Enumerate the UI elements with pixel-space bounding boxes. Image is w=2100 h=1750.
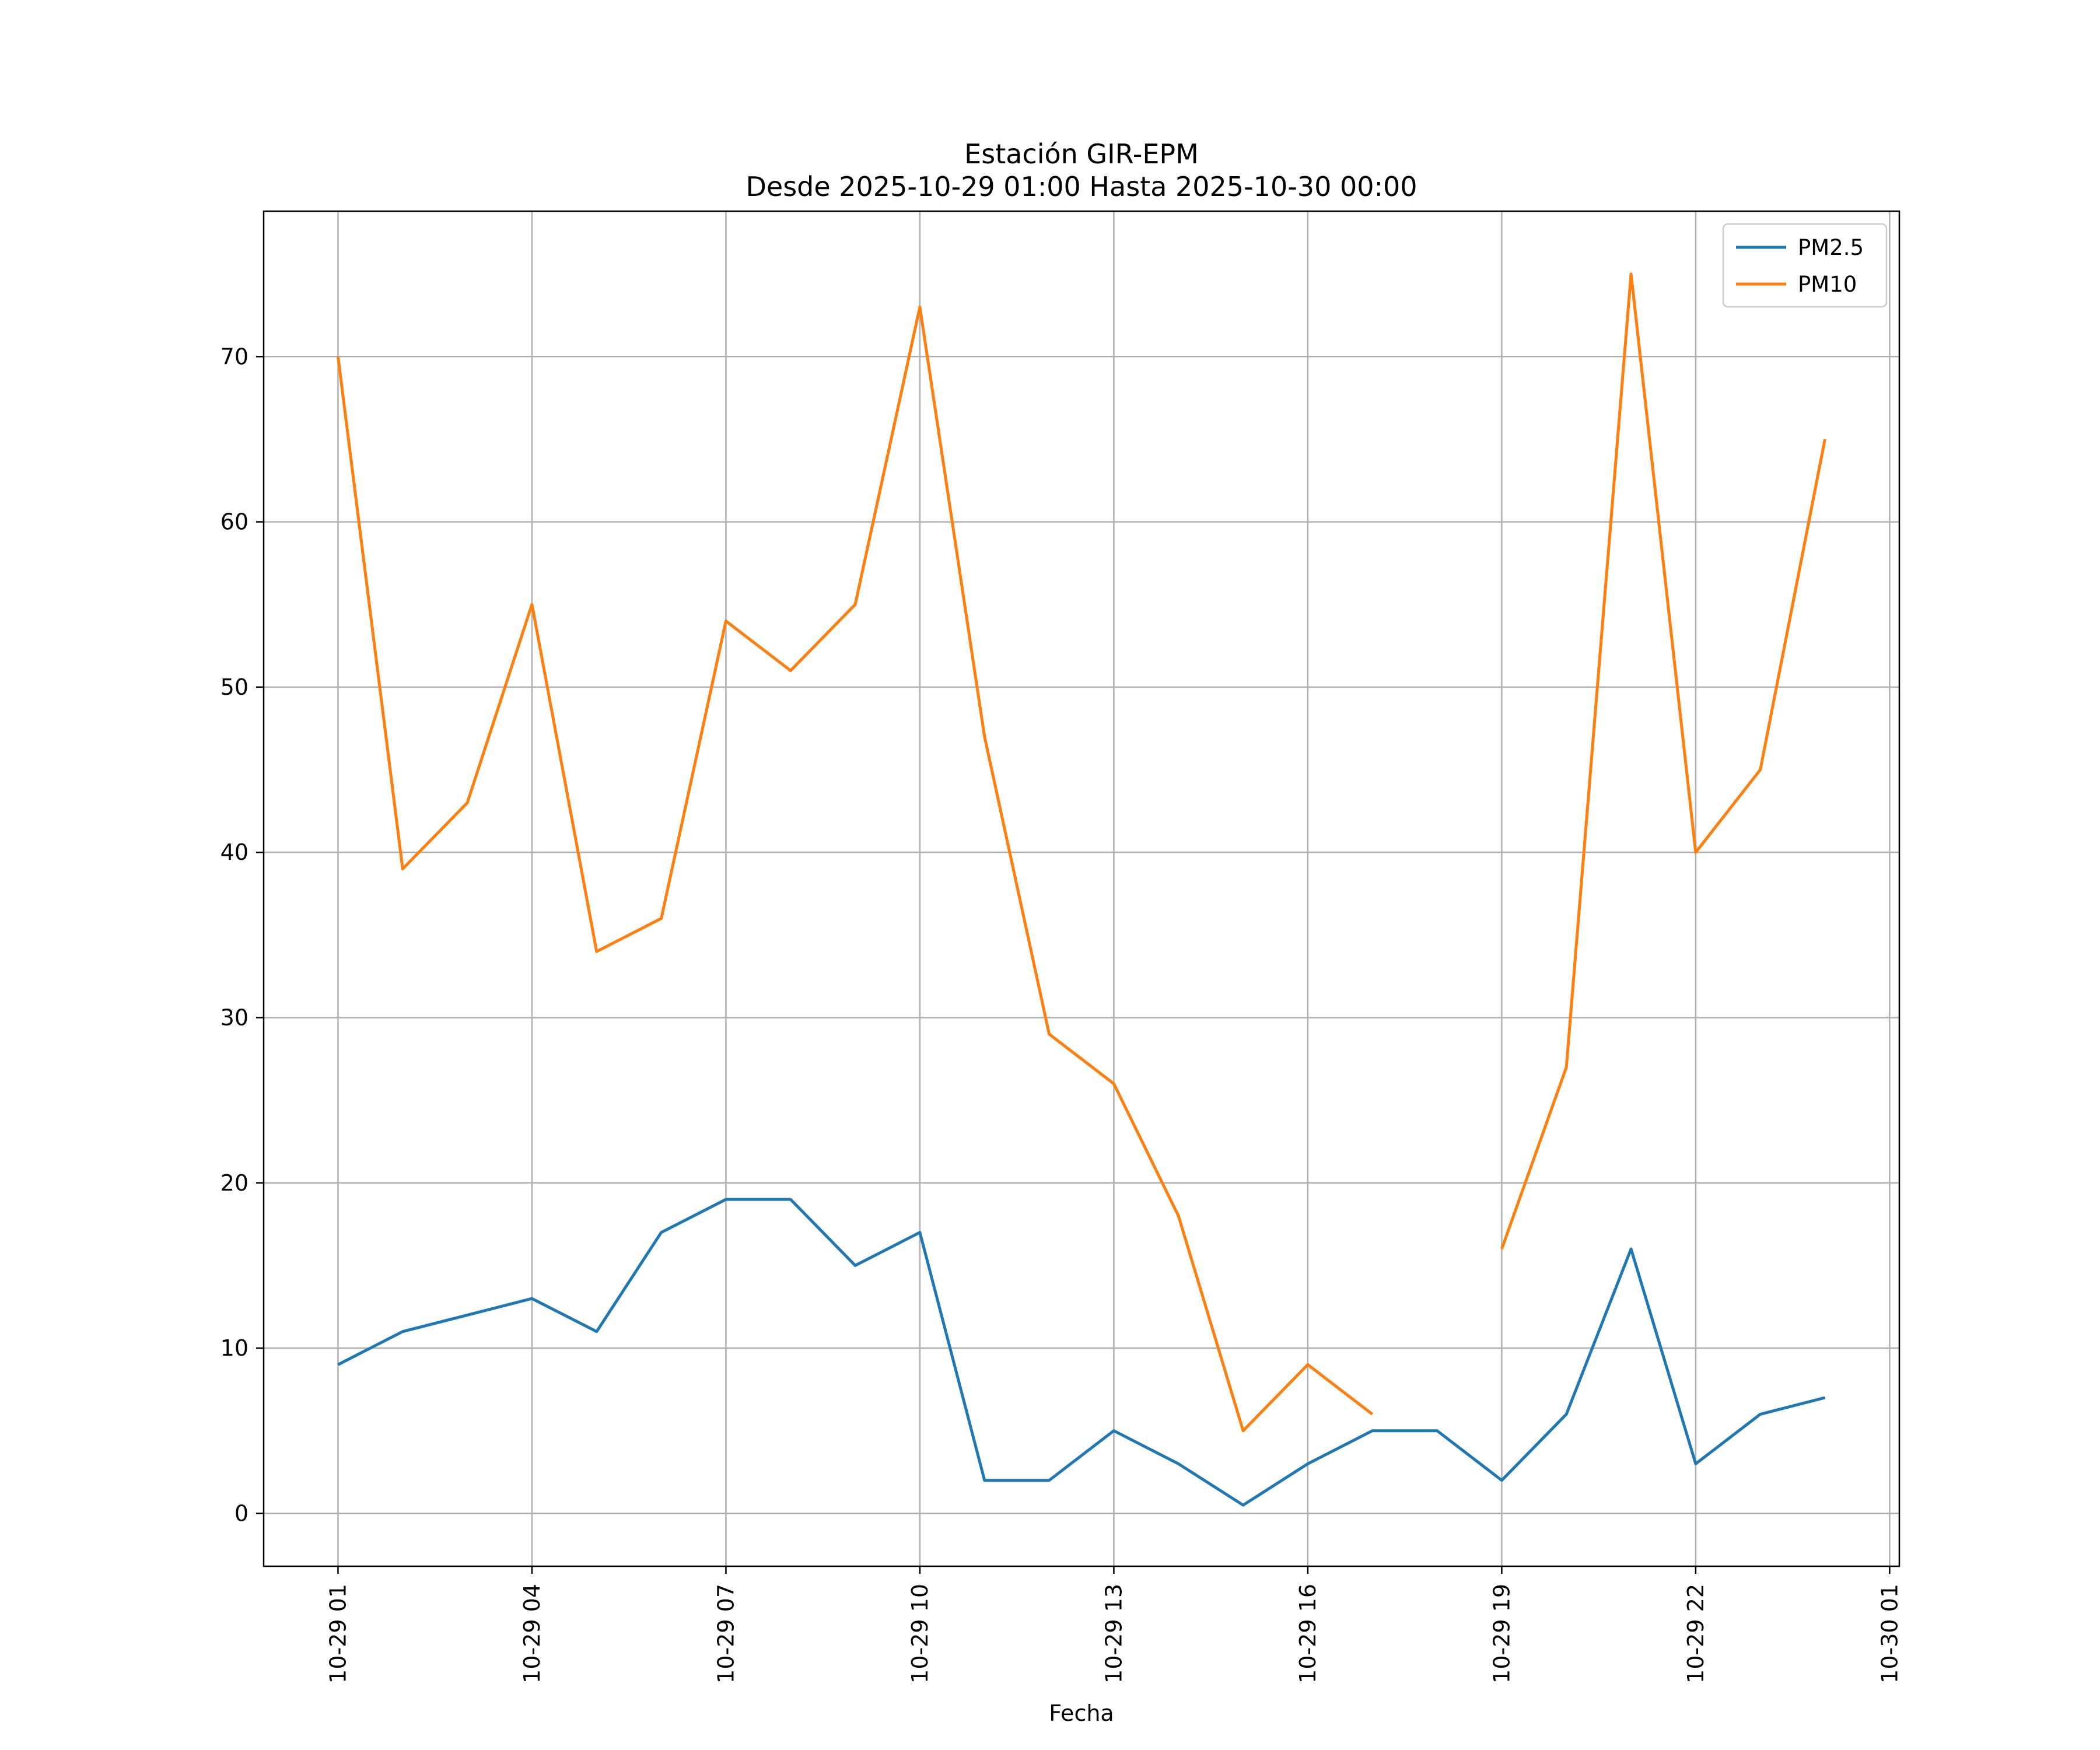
y-tick-label: 70 (220, 344, 249, 369)
x-tick-label: 10-29 16 (1295, 1584, 1321, 1684)
series-line-pm10 (337, 272, 1826, 1433)
y-tick-label: 60 (220, 509, 249, 535)
y-tick-label: 30 (220, 1005, 249, 1030)
chart-title: Estación GIR-EPM (964, 138, 1199, 170)
x-tick-label: 10-29 04 (519, 1584, 545, 1684)
series-line-pm2-5 (337, 1198, 1826, 1507)
x-tick-label: 10-29 10 (907, 1584, 933, 1684)
plot-frame (262, 210, 1901, 1567)
x-tick-label: 10-29 07 (713, 1584, 738, 1684)
x-tick-label: 10-30 01 (1877, 1584, 1902, 1684)
grid (264, 211, 1899, 1566)
x-tick-label: 10-29 19 (1489, 1584, 1514, 1684)
legend-box (1722, 223, 1888, 308)
legend: PM2.5 PM10 (1722, 223, 1888, 308)
legend-label-pm10: PM10 (1798, 272, 1857, 297)
y-tick-label: 0 (235, 1500, 249, 1526)
y-axis: 0 10 20 30 40 50 60 70 (220, 344, 264, 1526)
series-layer (337, 272, 1826, 1507)
x-axis-label: Fecha (1049, 1700, 1114, 1726)
chart-subtitle: Desde 2025-10-29 01:00 Hasta 2025-10-30 … (746, 171, 1417, 202)
y-tick-label: 40 (220, 839, 249, 865)
x-tick-label: 10-29 13 (1101, 1584, 1126, 1684)
legend-label-pm2-5: PM2.5 (1798, 235, 1864, 260)
x-axis: 10-29 01 10-29 04 10-29 07 10-29 10 10-29 13… (325, 1566, 1902, 1684)
x-tick-label: 10-29 01 (325, 1584, 351, 1684)
x-tick-label: 10-29 22 (1683, 1584, 1709, 1684)
y-tick-label: 20 (220, 1170, 249, 1196)
y-tick-label: 50 (220, 674, 249, 700)
y-tick-label: 10 (220, 1335, 249, 1361)
